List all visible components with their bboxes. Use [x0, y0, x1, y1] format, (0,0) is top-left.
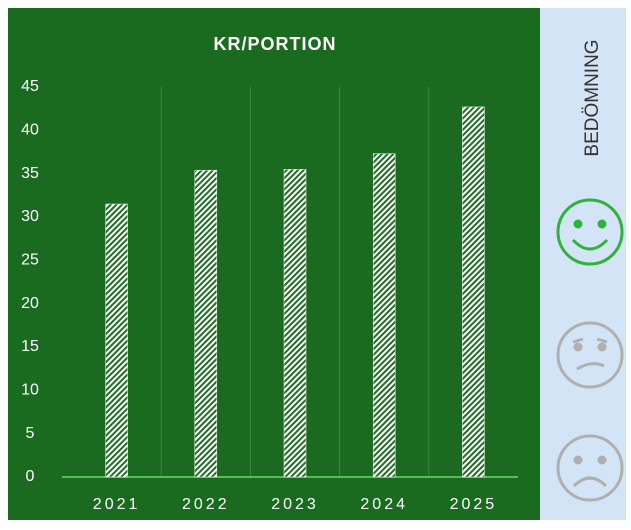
x-tick-label: 2022	[182, 496, 230, 513]
y-tick-label: 15	[21, 338, 39, 355]
x-tick-label: 2024	[360, 496, 408, 513]
bar	[283, 169, 307, 478]
x-tick-label: 2025	[450, 496, 498, 513]
y-tick-label: 10	[21, 382, 39, 399]
x-tick-label: 2023	[271, 496, 319, 513]
happy-face	[556, 198, 624, 266]
chart-title: KR/PORTION	[213, 34, 336, 54]
neutral-face	[556, 321, 624, 389]
bar	[462, 106, 485, 478]
side-label: BEDÖMNING	[582, 39, 603, 156]
y-tick-label: 25	[21, 252, 39, 269]
y-tick-label: 35	[21, 165, 39, 182]
sad-face	[556, 434, 624, 502]
bar	[372, 153, 396, 478]
x-tick-label: 2021	[93, 496, 141, 513]
y-tick-label: 45	[21, 78, 39, 95]
y-tick-label: 40	[21, 122, 39, 139]
y-tick-label: 5	[26, 425, 35, 442]
y-tick-label: 30	[21, 208, 39, 225]
bar	[105, 203, 128, 478]
y-tick-label: 0	[26, 468, 35, 485]
bar	[194, 169, 218, 478]
chart-background	[8, 8, 540, 520]
y-tick-label: 20	[21, 295, 39, 312]
